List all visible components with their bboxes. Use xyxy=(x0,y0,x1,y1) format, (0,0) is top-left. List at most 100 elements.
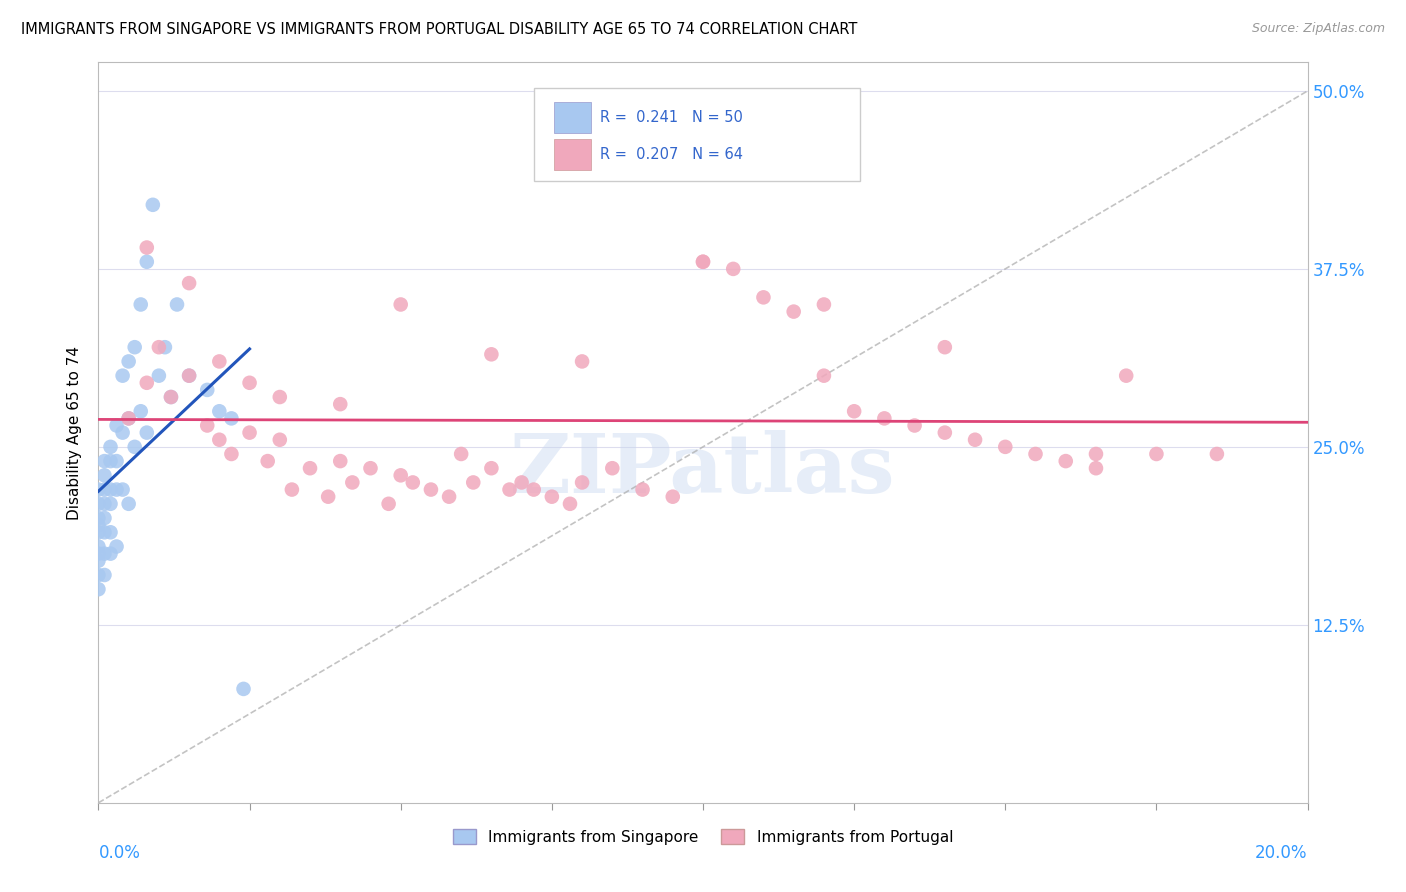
Point xyxy=(105,418,128,433)
Point xyxy=(160,390,183,404)
Point xyxy=(93,454,115,468)
Point xyxy=(111,483,134,497)
Text: 20.0%: 20.0% xyxy=(1256,845,1308,863)
Text: 0.0%: 0.0% xyxy=(98,845,141,863)
Point xyxy=(316,490,339,504)
Point xyxy=(481,461,503,475)
Point xyxy=(571,354,593,368)
Point xyxy=(135,254,157,268)
Point xyxy=(100,483,122,497)
Bar xyxy=(554,138,591,169)
Point xyxy=(481,347,503,361)
Point xyxy=(87,525,110,540)
Legend: Immigrants from Singapore, Immigrants from Portugal: Immigrants from Singapore, Immigrants fr… xyxy=(447,822,959,851)
Point xyxy=(692,254,714,268)
Point xyxy=(299,461,322,475)
Point xyxy=(208,404,231,418)
Point xyxy=(232,681,254,696)
Point xyxy=(124,340,146,354)
Point xyxy=(87,554,110,568)
Point xyxy=(329,397,352,411)
Point xyxy=(221,447,243,461)
Point xyxy=(105,483,128,497)
Point xyxy=(1085,447,1108,461)
Point xyxy=(389,297,412,311)
Text: ZIPatlas: ZIPatlas xyxy=(510,430,896,509)
Point xyxy=(269,390,291,404)
Point xyxy=(813,368,835,383)
Point xyxy=(129,297,152,311)
Point xyxy=(1024,447,1046,461)
Point xyxy=(631,483,654,497)
Text: Source: ZipAtlas.com: Source: ZipAtlas.com xyxy=(1251,22,1385,36)
Point xyxy=(129,404,152,418)
Point xyxy=(389,468,412,483)
Point xyxy=(904,418,927,433)
Point xyxy=(602,461,624,475)
Point xyxy=(148,340,170,354)
Y-axis label: Disability Age 65 to 74: Disability Age 65 to 74 xyxy=(67,345,83,520)
Point xyxy=(450,447,472,461)
Point xyxy=(498,483,520,497)
Point xyxy=(118,497,141,511)
Point xyxy=(93,525,115,540)
Point xyxy=(256,454,278,468)
Point xyxy=(195,383,218,397)
Point xyxy=(221,411,243,425)
Point xyxy=(463,475,485,490)
Point xyxy=(420,483,443,497)
Point xyxy=(1054,454,1077,468)
Bar xyxy=(554,102,591,133)
Point xyxy=(402,475,425,490)
Point xyxy=(1206,447,1229,461)
Point xyxy=(100,547,122,561)
Point xyxy=(179,368,201,383)
Point xyxy=(965,433,987,447)
Point xyxy=(558,497,581,511)
Point xyxy=(934,425,956,440)
Point xyxy=(105,540,128,554)
Point xyxy=(160,390,183,404)
Point xyxy=(111,425,134,440)
Point xyxy=(100,454,122,468)
Point xyxy=(179,276,201,290)
Point xyxy=(813,297,835,311)
Point xyxy=(661,490,683,504)
Point xyxy=(87,518,110,533)
Point xyxy=(100,440,122,454)
Point xyxy=(118,411,141,425)
Point xyxy=(783,304,806,318)
Point xyxy=(135,425,157,440)
Point xyxy=(934,340,956,354)
Text: R =  0.207   N = 64: R = 0.207 N = 64 xyxy=(600,147,744,161)
Point xyxy=(87,511,110,525)
Point xyxy=(166,297,188,311)
Point xyxy=(93,547,115,561)
Point xyxy=(844,404,866,418)
Point xyxy=(153,340,176,354)
Point xyxy=(571,475,593,490)
Point xyxy=(1115,368,1137,383)
Text: IMMIGRANTS FROM SINGAPORE VS IMMIGRANTS FROM PORTUGAL DISABILITY AGE 65 TO 74 CO: IMMIGRANTS FROM SINGAPORE VS IMMIGRANTS … xyxy=(21,22,858,37)
Point xyxy=(510,475,533,490)
Point xyxy=(437,490,460,504)
Point xyxy=(752,290,775,304)
Point xyxy=(873,411,896,425)
Point xyxy=(93,497,115,511)
Point xyxy=(118,411,141,425)
Point xyxy=(994,440,1017,454)
Point xyxy=(100,497,122,511)
Point xyxy=(360,461,382,475)
Point xyxy=(87,568,110,582)
Point xyxy=(148,368,170,383)
Point xyxy=(100,525,122,540)
Point xyxy=(93,511,115,525)
Point xyxy=(239,376,262,390)
Point xyxy=(692,254,714,268)
Point xyxy=(329,454,352,468)
Point xyxy=(87,497,110,511)
Point xyxy=(93,568,115,582)
Point xyxy=(1144,447,1167,461)
Point xyxy=(135,376,157,390)
Point xyxy=(281,483,304,497)
